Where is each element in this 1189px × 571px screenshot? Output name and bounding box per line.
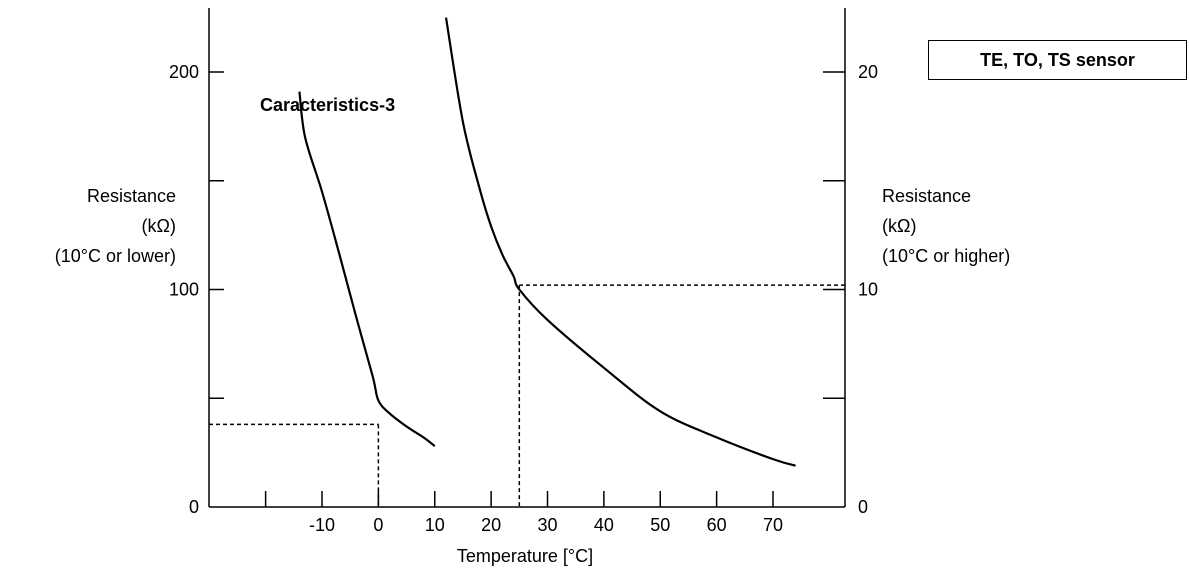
- x-tick-label: 10: [425, 515, 445, 535]
- chart-title: Caracteristics-3: [260, 95, 395, 115]
- y-left-tick-label: 100: [169, 280, 199, 300]
- x-tick-label: 70: [763, 515, 783, 535]
- y-left-axis-label: (10°C or lower): [55, 246, 176, 266]
- y-right-axis-label: Resistance: [882, 186, 971, 206]
- sensor-label-box: TE, TO, TS sensor: [928, 40, 1187, 80]
- curve-high-temp: [444, 17, 796, 467]
- sensor-label: TE, TO, TS sensor: [980, 49, 1135, 70]
- x-tick-label: 60: [707, 515, 727, 535]
- y-right-tick-label: 0: [858, 497, 868, 517]
- y-left-axis-label: Resistance: [87, 186, 176, 206]
- x-tick-label: 40: [594, 515, 614, 535]
- x-tick-label: 50: [650, 515, 670, 535]
- x-axis-label: Temperature [°C]: [457, 546, 593, 566]
- x-tick-label: 20: [481, 515, 501, 535]
- y-right-tick-label: 20: [858, 62, 878, 82]
- curve-low-temp: [298, 91, 436, 447]
- y-left-tick-label: 0: [189, 497, 199, 517]
- x-tick-label: -10: [309, 515, 335, 535]
- x-tick-label: 30: [537, 515, 557, 535]
- y-right-tick-label: 10: [858, 280, 878, 300]
- y-right-axis-label: (kΩ): [882, 216, 916, 236]
- x-tick-label: 0: [373, 515, 383, 535]
- y-left-axis-label: (kΩ): [142, 216, 176, 236]
- y-right-axis-label: (10°C or higher): [882, 246, 1010, 266]
- y-left-tick-label: 200: [169, 62, 199, 82]
